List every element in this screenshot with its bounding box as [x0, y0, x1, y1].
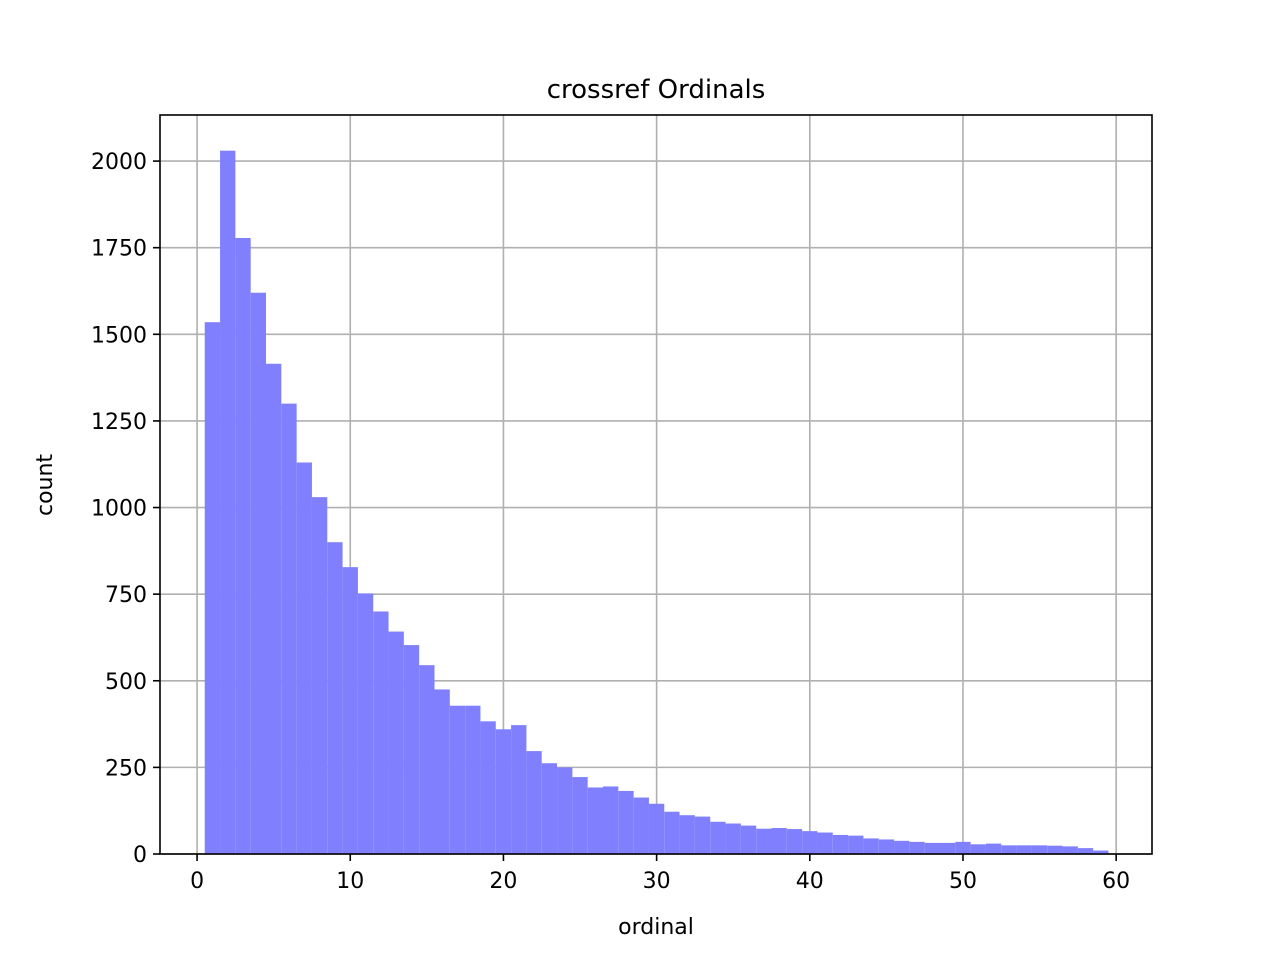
bar	[296, 462, 312, 854]
bar	[419, 665, 435, 854]
bar	[970, 844, 986, 854]
bar	[587, 787, 603, 854]
bar	[771, 828, 787, 854]
bar	[602, 786, 619, 854]
y-tick-label: 0	[133, 843, 147, 868]
bars	[204, 150, 1109, 855]
bar	[679, 815, 695, 854]
x-tick-label: 60	[1102, 869, 1130, 894]
bar	[480, 721, 496, 854]
bar	[694, 816, 711, 854]
bar	[633, 797, 649, 854]
bar	[1093, 850, 1109, 854]
bar	[664, 811, 680, 854]
bar	[1077, 848, 1094, 854]
plot-frame	[159, 114, 1153, 855]
chart-title: crossref Ordinals	[547, 75, 766, 105]
bar	[894, 840, 910, 854]
bar	[388, 631, 404, 854]
bar	[740, 825, 757, 854]
bar	[710, 821, 726, 854]
y-tick-label: 1750	[91, 237, 147, 262]
bar	[955, 841, 971, 854]
y-tick-label: 1000	[91, 497, 147, 522]
bar	[1001, 845, 1017, 854]
bar	[1016, 845, 1032, 854]
bar	[618, 790, 634, 854]
bar	[802, 831, 818, 854]
bar	[511, 725, 527, 854]
ticks: 0 10 20 30 40 50 60 0 250 500 750 1000 1250 1500 1750 2…	[91, 150, 1130, 894]
bar	[848, 835, 864, 854]
y-tick-label: 1250	[91, 410, 147, 435]
bar	[342, 567, 358, 854]
bar	[648, 803, 665, 854]
bar	[250, 292, 267, 854]
y-tick-label: 1500	[91, 323, 147, 348]
bar	[235, 237, 251, 855]
bar	[572, 777, 588, 854]
bar	[434, 689, 450, 854]
bar	[526, 751, 542, 854]
bar	[924, 842, 940, 854]
x-tick-label: 20	[489, 869, 517, 894]
bar	[817, 832, 833, 854]
x-tick-label: 10	[336, 869, 364, 894]
bar	[541, 763, 558, 854]
y-tick-label: 2000	[91, 150, 147, 175]
y-tick-label: 250	[105, 756, 147, 781]
bar	[756, 828, 772, 854]
bar	[1047, 845, 1063, 854]
bar	[465, 705, 481, 854]
bar	[863, 838, 879, 854]
bar	[832, 834, 849, 854]
x-tick-label: 0	[190, 869, 204, 894]
bar	[786, 829, 803, 854]
bar	[725, 823, 741, 854]
bar	[373, 611, 389, 854]
bar	[281, 403, 297, 854]
bar	[220, 150, 236, 854]
x-axis-label: ordinal	[618, 915, 694, 940]
x-tick-label: 50	[949, 869, 977, 894]
bar	[403, 645, 420, 854]
bar	[311, 497, 328, 854]
y-tick-label: 750	[105, 583, 147, 608]
bar	[327, 542, 343, 854]
bar	[266, 363, 282, 854]
y-axis-label: count	[33, 454, 58, 516]
bar	[1062, 846, 1078, 854]
bar	[939, 842, 956, 854]
x-tick-label: 40	[796, 869, 824, 894]
bar	[204, 322, 221, 854]
bar	[495, 729, 512, 854]
bar	[909, 841, 925, 854]
bar	[878, 839, 895, 854]
y-tick-label: 500	[105, 670, 147, 695]
bar	[557, 767, 573, 854]
bar	[1031, 845, 1048, 854]
x-tick-label: 30	[643, 869, 671, 894]
bar	[985, 843, 1002, 854]
bar	[357, 593, 374, 854]
bar	[449, 705, 466, 854]
